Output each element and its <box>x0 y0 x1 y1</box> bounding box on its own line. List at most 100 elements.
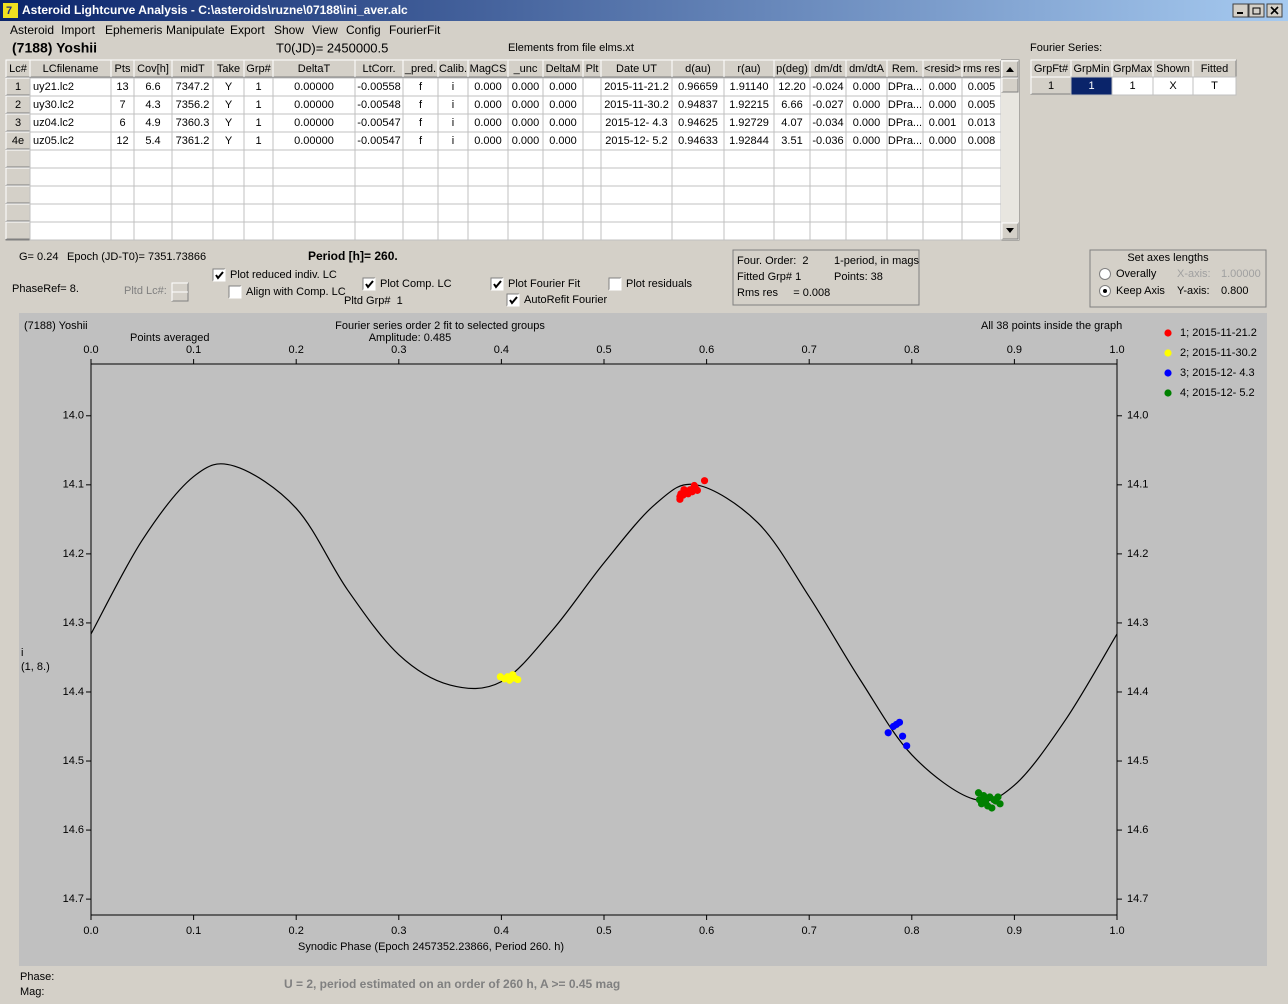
row-header-light <box>5 95 30 113</box>
x-tick-label-top: 0.3 <box>391 344 406 356</box>
fourier-column-header-light <box>1070 59 1112 77</box>
checkbox-hit[interactable] <box>213 269 225 281</box>
table-cell <box>922 203 963 223</box>
table-cell <box>582 131 602 151</box>
column-header-light <box>773 59 810 77</box>
checkbox-shadow <box>212 268 225 281</box>
table-cell <box>133 221 173 241</box>
cell-text: 4.3 <box>145 99 160 111</box>
fourier-cell-text: 1 <box>1129 80 1135 92</box>
column-header-label: _unc <box>513 63 538 75</box>
restore-button[interactable] <box>1248 3 1265 18</box>
cell-text: Y <box>225 81 233 93</box>
checkbox-check <box>365 280 374 289</box>
cell-text: 6 <box>119 117 125 129</box>
menu-item[interactable]: Manipulate <box>166 23 225 37</box>
data-point <box>898 732 907 740</box>
status-message: U = 2, period estimated on an order of 2… <box>284 977 620 991</box>
column-header-label: DeltaM <box>546 63 581 75</box>
table-cell <box>29 203 112 223</box>
checkbox-light <box>363 278 376 291</box>
x-tick-label: 0.3 <box>391 925 406 937</box>
fourier-cell-text: T <box>1211 80 1218 92</box>
table-cell <box>110 185 135 205</box>
cell-text: 0.000 <box>512 135 540 147</box>
column-header-label: rms res <box>963 63 1000 75</box>
checkbox-label[interactable]: Plot residuals <box>626 278 693 290</box>
table-cell <box>29 149 112 169</box>
cell-text: 0.00000 <box>294 99 334 111</box>
spin-down[interactable] <box>171 291 189 302</box>
table-cell <box>582 149 602 169</box>
x-tick-label: 0.9 <box>1007 925 1022 937</box>
menu-item[interactable]: Export <box>230 23 265 37</box>
checkbox-shadow <box>362 277 375 290</box>
y-axis-length-value: 0.800 <box>1221 285 1249 297</box>
chart-mode: Points averaged <box>130 332 210 344</box>
cell-text: 0.001 <box>929 117 957 129</box>
column-header-label: midT <box>180 63 205 75</box>
menu-item[interactable]: View <box>312 23 338 37</box>
checkbox-check <box>215 271 224 280</box>
cell-text: DPra... <box>888 81 922 93</box>
x-tick-label: 0.1 <box>186 925 201 937</box>
table-cell <box>922 167 963 187</box>
scroll-thumb[interactable] <box>1001 77 1019 93</box>
data-point <box>884 729 892 737</box>
checkbox-label[interactable]: Plot Comp. LC <box>380 278 452 290</box>
table-cell <box>133 185 173 205</box>
checkbox-hit[interactable] <box>491 278 503 290</box>
table-cell <box>467 185 509 205</box>
menu-item[interactable]: Asteroid <box>10 23 54 37</box>
column-header-label: DeltaT <box>298 63 331 75</box>
row-header-label: 3 <box>15 117 21 129</box>
cell-text: 2015-12- 4.3 <box>605 117 667 129</box>
table-cell <box>402 221 439 241</box>
checkbox-label[interactable]: Plot Fourier Fit <box>508 278 580 290</box>
fourier-cell[interactable] <box>1192 76 1237 96</box>
x-tick-label: 0.5 <box>596 925 611 937</box>
menu-item[interactable]: Import <box>61 23 96 37</box>
row-header-light <box>5 149 30 167</box>
table-cell <box>354 221 404 241</box>
checkbox-label[interactable]: Align with Comp. LC <box>246 286 346 298</box>
minimize-button[interactable] <box>1232 3 1249 18</box>
table-cell <box>171 203 214 223</box>
chart-title: Fourier series order 2 fit to selected g… <box>335 320 545 332</box>
radio-button[interactable] <box>1099 268 1111 280</box>
data-point <box>514 675 522 684</box>
cell-text: 0.000 <box>853 117 881 129</box>
table-cell <box>402 185 439 205</box>
cell-text: 0.000 <box>549 99 577 111</box>
y-tick-label: 14.0 <box>63 410 84 422</box>
column-header-light <box>243 59 273 77</box>
table-cell <box>773 149 811 169</box>
checkbox-hit[interactable] <box>507 294 519 306</box>
checkbox-hit[interactable] <box>363 278 375 290</box>
y-tick-label-right: 14.5 <box>1127 755 1148 767</box>
checkbox-hit[interactable] <box>229 286 241 298</box>
checkbox-hit[interactable] <box>609 278 621 290</box>
data-point <box>680 486 688 494</box>
menu-item[interactable]: Config <box>346 23 381 37</box>
checkbox-label[interactable]: Plot reduced indiv. LC <box>230 269 337 281</box>
cell-text: Y <box>225 117 233 129</box>
table-cell <box>886 185 924 205</box>
radio-label[interactable]: Keep Axis <box>1116 285 1165 297</box>
menu-item[interactable]: Show <box>274 23 304 37</box>
cell-text: 0.00000 <box>294 135 334 147</box>
column-header-light <box>922 59 962 77</box>
spin-up[interactable] <box>171 282 189 293</box>
x-axis-length-value: 1.00000 <box>1221 268 1261 280</box>
fourier-row-header-light <box>1030 76 1071 94</box>
cell-text: 0.000 <box>853 81 881 93</box>
menu-item[interactable]: Ephemeris <box>105 23 162 37</box>
app-icon <box>3 3 18 18</box>
menu-item[interactable]: FourierFit <box>389 23 441 37</box>
row-header <box>5 221 31 240</box>
fourier-column-label: Fitted <box>1201 63 1229 75</box>
info-rms: Rms res = 0.008 <box>737 287 830 299</box>
table-cell <box>922 185 963 205</box>
checkbox-label[interactable]: AutoRefit Fourier <box>524 294 607 306</box>
radio-label[interactable]: Overally <box>1116 268 1157 280</box>
